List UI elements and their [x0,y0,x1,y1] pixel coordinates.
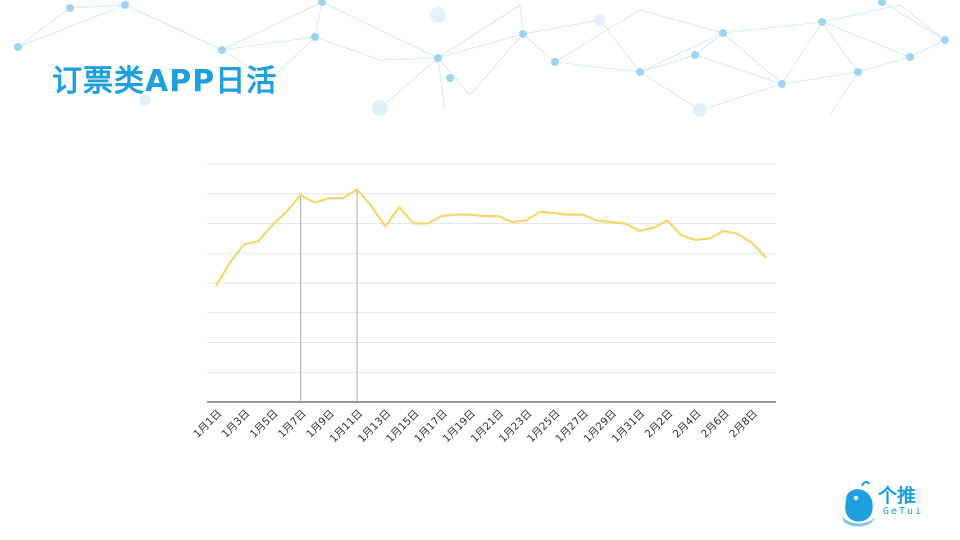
x-tick-label: 2月4日 [671,408,704,441]
x-tick-label: 1月5日 [248,408,281,441]
x-tick-label: 2月2日 [643,408,676,441]
x-tick-label: 1月3日 [220,408,253,441]
network-background [14,0,949,117]
getui-logo [842,480,876,527]
series-line [215,188,767,287]
x-tick-label: 1月1日 [191,408,224,441]
whale-icon [842,480,876,527]
x-tick-label: 2月8日 [727,408,760,441]
logo-name: 个推 [878,485,917,507]
x-tick-label: 2月6日 [699,408,732,441]
slide-title: 订票类APP日活 [52,64,278,99]
x-tick-label: 1月7日 [276,408,309,441]
logo-subtitle: GeTui [883,506,924,517]
